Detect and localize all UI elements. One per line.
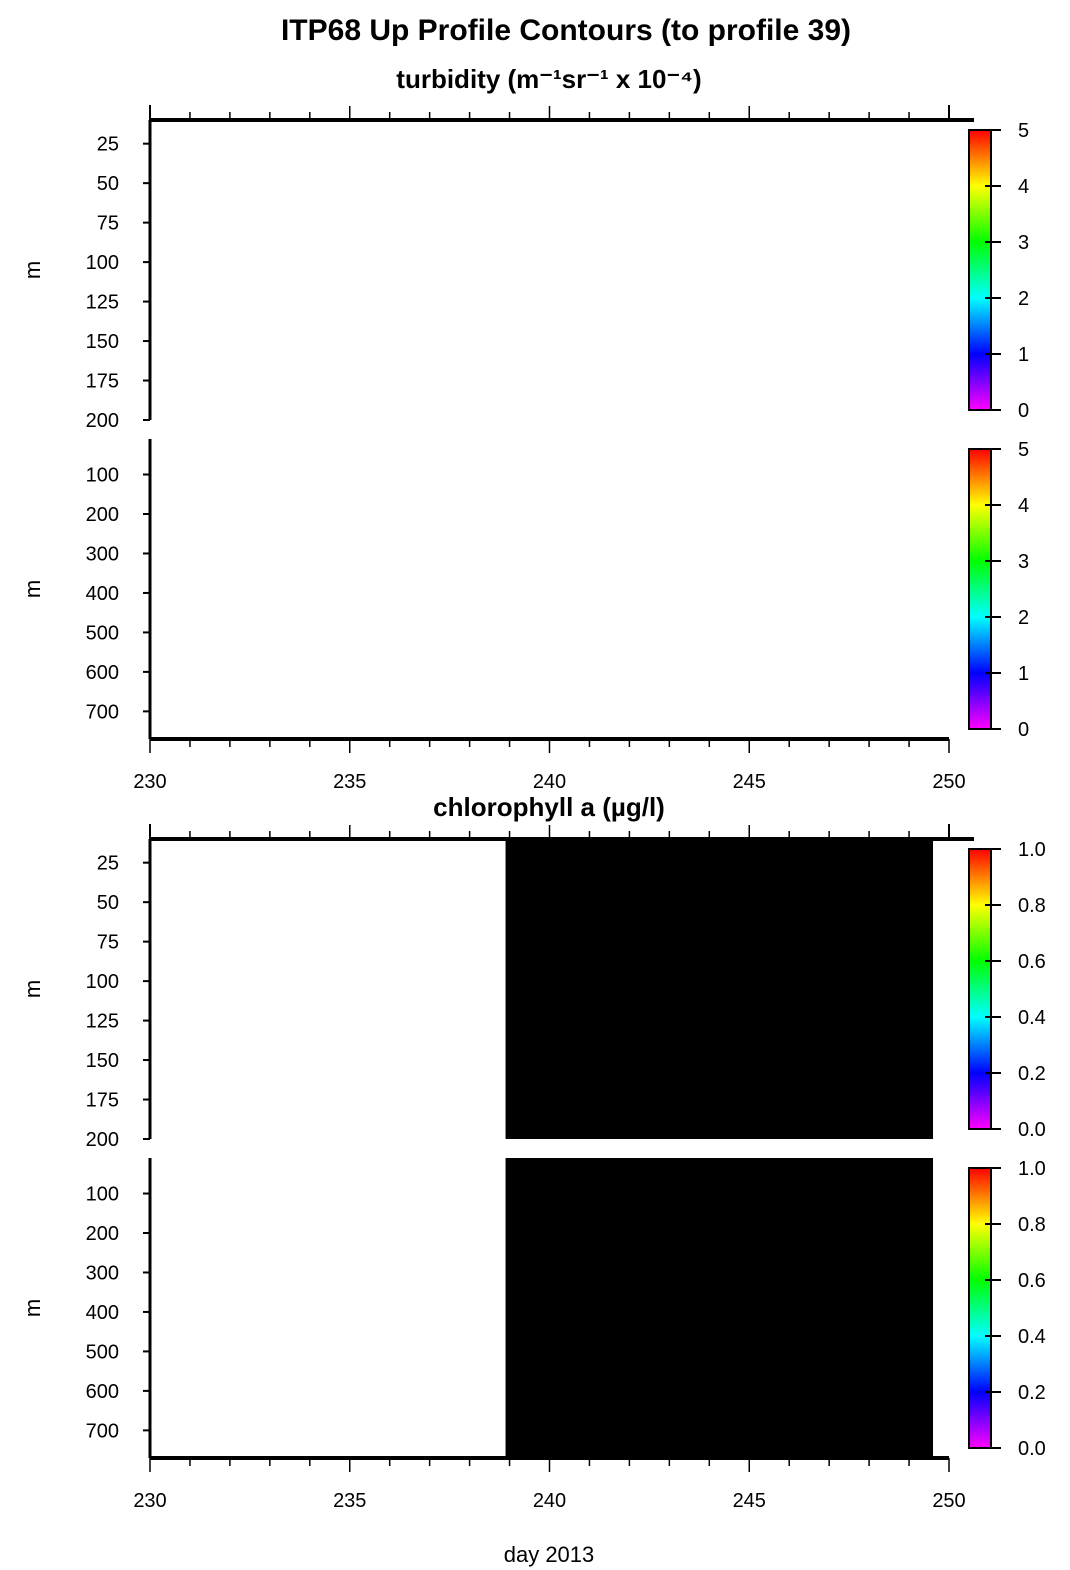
colorbar-tick-label: 0.8 <box>1018 895 1046 917</box>
panel-1: 25 50 75 100 125 150 175 200 m 0 1 2 3 4 5 <box>20 105 1029 432</box>
y-tick-label: 25 <box>97 134 119 156</box>
y-tick-label: 200 <box>86 1223 119 1245</box>
chart-group-2: chlorophyll a (µg/l) 25 50 75 100 125 150 175 20… <box>20 792 1046 1512</box>
y-tick-label: 200 <box>86 504 119 526</box>
x-tick-label: 230 <box>133 771 166 793</box>
y-tick-label: 200 <box>86 1129 119 1151</box>
y-tick-label: 600 <box>86 662 119 684</box>
colorbar-tick-label: 5 <box>1018 439 1029 461</box>
y-tick-label: 175 <box>86 371 119 393</box>
y-tick-label: 500 <box>86 622 119 644</box>
y-tick-label: 300 <box>86 543 119 565</box>
y-tick-label: 150 <box>86 1050 119 1072</box>
colorbar-tick-label: 0.2 <box>1018 1382 1046 1404</box>
data-fill <box>505 1158 934 1458</box>
y-tick-label: 100 <box>86 971 119 993</box>
y-tick-label: 200 <box>86 410 119 432</box>
colorbar-tick-label: 0.6 <box>1018 951 1046 973</box>
x-axis-label: day 2013 <box>504 1542 595 1567</box>
y-tick-label: 150 <box>86 331 119 353</box>
colorbar-tick-label: 1 <box>1018 344 1029 366</box>
chart-title: chlorophyll a (µg/l) <box>433 792 665 822</box>
chart-group-1: turbidity (m⁻¹sr⁻¹ x 10⁻⁴)25507510012515… <box>20 64 1029 793</box>
chart-title: turbidity (m⁻¹sr⁻¹ x 10⁻⁴) <box>396 64 701 94</box>
y-tick-label: 75 <box>97 213 119 235</box>
colorbar-tick-label: 3 <box>1018 551 1029 573</box>
colorbar-tick-label: 4 <box>1018 176 1029 198</box>
panel-2: 230 235 240 245 250100200300400500600700m012… <box>20 439 1029 793</box>
colorbar: 0 1 2 3 4 5 <box>968 120 1029 422</box>
colorbar-tick-label: 1 <box>1018 663 1029 685</box>
colorbar-tick-label: 0 <box>1018 400 1029 422</box>
y-tick-label: 125 <box>86 1011 119 1033</box>
y-tick-label: 500 <box>86 1341 119 1363</box>
colorbar-gradient <box>968 448 992 730</box>
colorbar-tick-label: 0.0 <box>1018 1119 1046 1141</box>
colorbar-tick-label: 0.4 <box>1018 1007 1046 1029</box>
colorbar-tick-label: 0.8 <box>1018 1214 1046 1236</box>
panel-1: 25 50 75 100 125 150 175 200 m 0.0 0.2 0.4 0.6 0.8 1.0 <box>20 824 1046 1151</box>
colorbar-tick-label: 1.0 <box>1018 839 1046 861</box>
y-tick-label: 125 <box>86 292 119 314</box>
x-tick-label: 240 <box>533 771 566 793</box>
y-tick-label: 100 <box>86 1184 119 1206</box>
x-tick-label: 245 <box>733 1490 766 1512</box>
y-tick-label: 600 <box>86 1381 119 1403</box>
figure-title: ITP68 Up Profile Contours (to profile 39… <box>281 14 851 47</box>
colorbar: 0.0 0.2 0.4 0.6 0.8 1.0 <box>968 839 1046 1141</box>
y-tick-label: 175 <box>86 1090 119 1112</box>
data-fill <box>505 839 934 1139</box>
y-tick-label: 25 <box>97 853 119 875</box>
colorbar-tick-label: 0.4 <box>1018 1326 1046 1348</box>
colorbar-tick-label: 5 <box>1018 120 1029 142</box>
y-tick-label: 100 <box>86 252 119 274</box>
y-tick-label: 75 <box>97 932 119 954</box>
y-axis-label: m <box>20 580 45 598</box>
colorbar-tick-label: 0.6 <box>1018 1270 1046 1292</box>
colorbar: 0.0 0.2 0.4 0.6 0.8 1.0 <box>968 1158 1046 1460</box>
x-tick-label: 240 <box>533 1490 566 1512</box>
x-tick-label: 235 <box>333 1490 366 1512</box>
colorbar-tick-label: 2 <box>1018 607 1029 629</box>
colorbar: 0 1 2 3 4 5 <box>968 439 1029 741</box>
y-tick-label: 50 <box>97 173 119 195</box>
x-tick-label: 230 <box>133 1490 166 1512</box>
y-tick-label: 50 <box>97 892 119 914</box>
y-axis-label: m <box>20 1299 45 1317</box>
y-tick-label: 700 <box>86 701 119 723</box>
y-tick-label: 300 <box>86 1262 119 1284</box>
colorbar-gradient <box>968 1167 992 1449</box>
panel-2: 230 235 240 245 250 100 200 300 400 500 600 700 m 0.0… <box>20 1158 1046 1512</box>
colorbar-tick-label: 2 <box>1018 288 1029 310</box>
y-tick-label: 400 <box>86 583 119 605</box>
x-tick-label: 250 <box>932 1490 965 1512</box>
y-tick-label: 400 <box>86 1302 119 1324</box>
colorbar-gradient <box>968 129 992 411</box>
colorbar-gradient <box>968 848 992 1130</box>
y-axis-label: m <box>20 980 45 998</box>
colorbar-tick-label: 0.0 <box>1018 1438 1046 1460</box>
x-tick-label: 235 <box>333 771 366 793</box>
colorbar-tick-label: 0.2 <box>1018 1063 1046 1085</box>
plots: turbidity (m⁻¹sr⁻¹ x 10⁻⁴)25507510012515… <box>20 64 1046 1512</box>
colorbar-tick-label: 1.0 <box>1018 1158 1046 1180</box>
colorbar-tick-label: 3 <box>1018 232 1029 254</box>
colorbar-tick-label: 0 <box>1018 719 1029 741</box>
x-tick-label: 250 <box>932 771 965 793</box>
colorbar-tick-label: 4 <box>1018 495 1029 517</box>
y-axis-label: m <box>20 261 45 279</box>
y-tick-label: 100 <box>86 465 119 487</box>
y-tick-label: 700 <box>86 1420 119 1442</box>
x-tick-label: 245 <box>733 771 766 793</box>
